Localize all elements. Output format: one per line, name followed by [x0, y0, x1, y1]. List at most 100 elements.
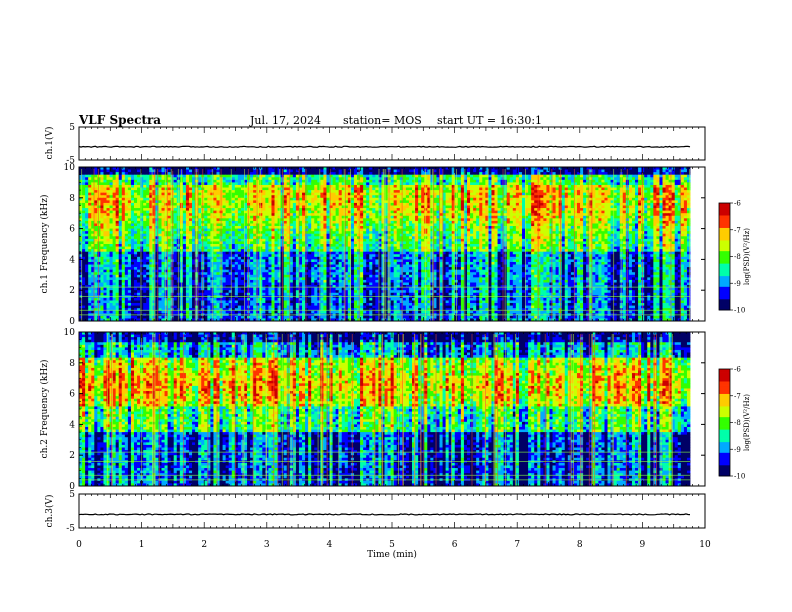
spectrogram-cell	[335, 220, 340, 224]
spectrogram-cell	[253, 172, 257, 176]
spectrogram-cell	[500, 192, 505, 196]
spectrogram-cell	[320, 182, 324, 186]
spectrogram-cell	[466, 197, 471, 201]
spectrogram-cell	[234, 179, 239, 183]
spectrogram-cell	[225, 208, 230, 212]
spectrogram-cell	[253, 190, 257, 194]
spectrogram-cell	[317, 169, 321, 173]
spectrogram-cell	[650, 210, 654, 214]
spectrogram-cell	[130, 177, 135, 181]
spectrogram-cell	[457, 192, 462, 196]
spectrogram-cell	[173, 190, 178, 194]
spectrogram-cell	[448, 213, 453, 217]
spectrogram-cell	[350, 226, 355, 229]
spectrogram-cell	[106, 218, 110, 222]
spectrogram-cell	[665, 195, 670, 199]
spectrogram-cell	[393, 177, 398, 181]
spectrogram-cell	[405, 210, 410, 214]
spectrogram-cell	[512, 223, 517, 227]
spectrogram-cell	[85, 179, 89, 183]
spectrogram-cell	[167, 210, 172, 214]
spectrogram-cell	[647, 187, 651, 191]
spectrogram-cell	[622, 213, 627, 217]
spectrogram-cell	[479, 184, 483, 188]
spectrogram-cell	[350, 179, 355, 183]
spectrogram-cell	[540, 179, 544, 183]
spectrogram-cell	[335, 226, 340, 229]
spectrogram-cell	[363, 226, 367, 229]
spectrogram-cell	[540, 228, 544, 232]
spectrogram-cell	[622, 208, 627, 212]
spectrogram-cell	[512, 192, 517, 196]
spectrogram-cell	[253, 208, 257, 212]
spectrogram-cell	[482, 223, 486, 227]
spectrogram-cell	[418, 205, 422, 209]
spectrogram-cell	[366, 226, 370, 229]
spectrogram-cell	[372, 220, 376, 224]
spectrogram-cell	[204, 202, 208, 206]
spectrogram-cell	[372, 172, 376, 176]
spectrogram-cell	[289, 208, 294, 212]
spectrogram-cell	[644, 213, 648, 217]
spectrogram-cell	[112, 195, 117, 199]
spectrogram-cell	[576, 226, 581, 229]
spectrogram-cell	[335, 177, 340, 181]
spectrogram-cell	[222, 197, 227, 201]
spectrogram-cell	[647, 169, 651, 173]
spectrogram-cell	[182, 200, 187, 204]
spectrogram-cell	[118, 228, 123, 232]
spectrogram-cell	[106, 184, 110, 188]
spectrogram-cell	[198, 205, 202, 209]
spectrogram-cell	[152, 200, 156, 204]
spectrogram-cell	[683, 202, 688, 206]
spectrogram-cell	[198, 228, 202, 232]
spectrogram-cell	[106, 205, 110, 209]
spectrogram-cell	[396, 213, 401, 217]
spectrogram-cell	[424, 215, 428, 219]
spectrogram-cell	[656, 197, 660, 201]
spectrogram-cell	[583, 172, 587, 176]
spectrogram-cell	[314, 179, 318, 183]
spectrogram-cell	[94, 215, 98, 219]
spectrogram-cell	[112, 210, 117, 214]
spectrogram-cell	[528, 213, 532, 217]
spectrogram-cell	[546, 208, 550, 212]
spectrogram-cell	[399, 190, 404, 194]
spectrogram-cell	[146, 179, 150, 183]
spectrogram-cell	[146, 174, 150, 178]
spectrogram-cell	[601, 182, 605, 186]
spectrogram-cell	[393, 174, 398, 178]
spectrogram-cell	[494, 226, 498, 229]
spectrogram-cell	[338, 179, 343, 183]
spectrogram-cell	[103, 202, 107, 206]
spectrogram-cell	[650, 200, 654, 204]
spectrogram-cell	[638, 202, 642, 206]
spectrogram-cell	[121, 213, 126, 217]
spectrogram-cell	[100, 210, 104, 214]
spectrogram-cell	[668, 210, 673, 214]
spectrogram-cell	[292, 210, 297, 214]
spectrogram-cell	[518, 228, 523, 232]
spectrogram-cell	[277, 202, 282, 206]
spectrogram-cell	[124, 179, 129, 183]
spectrogram-cell	[332, 184, 337, 188]
spectrogram-cell	[494, 202, 498, 206]
spectrogram-cell	[130, 228, 135, 232]
spectrogram-cell	[531, 169, 535, 173]
spectrogram-cell	[405, 213, 410, 217]
spectrogram-cell	[124, 208, 129, 212]
spectrogram-cell	[213, 190, 217, 194]
spectrogram-cell	[604, 223, 608, 227]
spectrogram-cell	[124, 213, 129, 217]
spectrogram-cell	[647, 202, 651, 206]
spectrogram-cell	[253, 177, 257, 181]
spectrogram-cell	[546, 169, 550, 173]
spectrogram-cell	[143, 223, 147, 227]
spectrogram-cell	[124, 215, 129, 219]
spectrogram-cell	[375, 205, 379, 209]
spectrogram-cell	[674, 195, 679, 199]
spectrogram-cell	[635, 179, 639, 183]
spectrogram-cell	[167, 208, 172, 212]
spectrogram-cell	[424, 208, 428, 212]
